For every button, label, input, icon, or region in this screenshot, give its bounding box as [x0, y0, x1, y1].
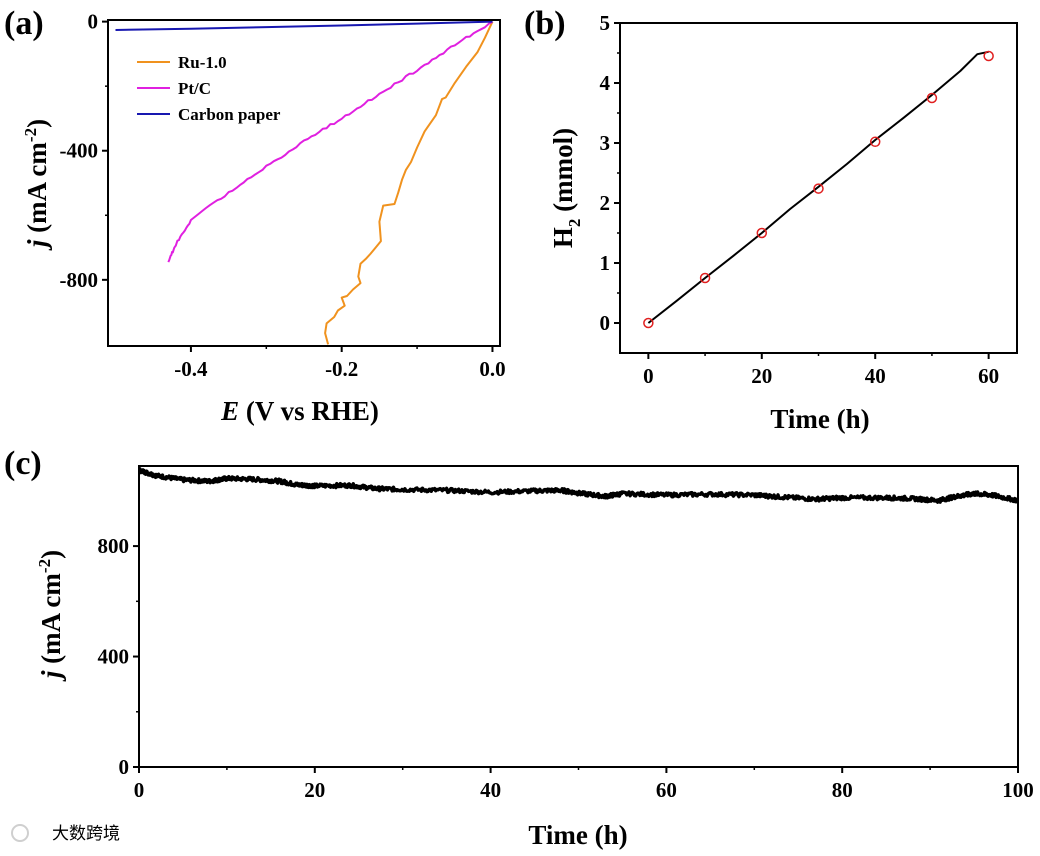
panel-b-point-theoretical	[699, 272, 711, 284]
panel-c: (c) 0 20 40 60 80 100 0 400 800 Time (h) j (mA …	[4, 445, 1034, 850]
panel-a-plot-area	[115, 20, 494, 345]
panel-b-point-theoretical	[926, 92, 938, 104]
panel-a-x-axis-title-symbol: E	[220, 396, 239, 426]
panel-c-y-axis-title-symbol: j	[36, 670, 66, 682]
panel-b-y-axis-title-sub: 2	[565, 219, 584, 228]
panel-a-x-tick-label: -0.2	[325, 357, 358, 381]
panel-c-x-tick-label: 0	[134, 778, 145, 802]
panel-b-x-tick-label: 40	[865, 364, 886, 388]
panel-a: (a) -0.4 -0.2 0.0 0 -400 -800 E (V vs RHE) j…	[4, 5, 506, 426]
panel-b-point-theoretical	[813, 183, 824, 194]
panel-c-y-axis-title-unit: (mA cm	[36, 573, 66, 671]
panel-b-y-tick-label: 2	[600, 191, 611, 215]
panel-a-y-axis-title-close: )	[22, 119, 52, 128]
panel-c-y-axis-title-exp: -2	[35, 559, 54, 573]
panel-b-y-tick-label: 5	[600, 11, 611, 35]
panel-c-x-tick-label: 100	[1002, 778, 1034, 802]
panel-b-y-axis-title-rest: (mmol)	[548, 128, 578, 219]
panel-b-series-measured	[647, 50, 989, 324]
panel-c-x-tick-label: 60	[656, 778, 677, 802]
panel-a-series-carbon-paper	[115, 20, 493, 31]
panel-b-x-axis-title: Time (h)	[770, 404, 869, 434]
panel-b-point-theoretical	[643, 317, 654, 329]
panel-c-series-stability	[139, 467, 1018, 504]
panel-a-y-tick-label: -400	[60, 139, 99, 163]
panel-b-point-theoretical	[756, 227, 768, 239]
panel-c-y-tick-label: 800	[98, 534, 130, 558]
panel-b-y-ticks: 0 1 2 3 4 5	[600, 11, 620, 335]
panel-c-y-tick-label: 400	[98, 645, 130, 669]
panel-c-x-tick-label: 40	[480, 778, 501, 802]
panel-a-x-ticks: -0.4 -0.2 0.0	[174, 346, 506, 381]
panel-b-x-tick-label: 20	[751, 364, 772, 388]
panel-b-label: (b)	[524, 5, 566, 42]
panel-a-y-axis-title-exp: -2	[21, 128, 40, 142]
panel-a-y-tick-label: -800	[60, 268, 99, 292]
panel-b-y-tick-label: 0	[600, 311, 611, 335]
panel-b-y-tick-label: 4	[600, 71, 611, 95]
panel-c-y-axis-title: j (mA cm-2)	[35, 550, 66, 682]
legend-label-carbon: Carbon paper	[178, 105, 281, 124]
panel-c-x-axis-title: Time (h)	[528, 820, 627, 850]
panel-a-x-tick-label: -0.4	[174, 357, 208, 381]
panel-b-x-tick-label: 60	[978, 364, 999, 388]
panel-a-x-axis-title-text: (V vs RHE)	[239, 396, 379, 426]
panel-c-frame	[138, 465, 1019, 768]
panel-a-y-axis-title: j (mA cm-2)	[21, 119, 52, 251]
panel-a-legend: Ru-1.0 Pt/C Carbon paper	[137, 53, 281, 124]
panel-b-y-tick-label: 1	[600, 251, 611, 275]
panel-b-x-ticks: 0 20 40 60	[643, 353, 999, 388]
panel-b-point-theoretical	[869, 136, 881, 148]
panel-a-frame	[107, 19, 501, 347]
panel-a-y-tick-label: 0	[88, 10, 99, 34]
panel-b-y-axis-title: H2 (mmol)	[548, 128, 584, 248]
watermark: 大数跨境	[11, 824, 120, 843]
legend-label-ru: Ru-1.0	[178, 53, 227, 72]
panel-c-y-tick-label: 0	[119, 755, 130, 779]
legend-label-ptc: Pt/C	[178, 79, 211, 98]
panel-c-x-tick-label: 80	[832, 778, 853, 802]
panel-b-x-tick-label: 0	[643, 364, 654, 388]
panel-a-series-ru-1-0	[324, 21, 494, 345]
panel-a-y-axis-title-symbol: j	[22, 239, 52, 251]
panel-c-y-axis-title-close: )	[36, 550, 66, 559]
panel-c-x-ticks: 0 20 40 60 80 100	[134, 767, 1034, 802]
panel-c-x-tick-label: 20	[304, 778, 325, 802]
panel-b-y-tick-label: 3	[600, 131, 611, 155]
panel-c-y-ticks: 0 400 800	[98, 534, 139, 779]
panel-a-x-axis-title: E (V vs RHE)	[220, 396, 379, 426]
watermark-logo-icon	[11, 824, 29, 842]
panel-c-label: (c)	[4, 445, 42, 482]
panel-a-y-axis-title-unit: (mA cm	[22, 142, 52, 240]
panel-a-y-ticks: 0 -400 -800	[60, 10, 108, 292]
panel-b-point-theoretical	[983, 50, 994, 62]
panel-a-x-tick-label: 0.0	[479, 357, 505, 381]
panel-a-series-pt-c	[167, 20, 494, 263]
panel-b-y-axis-title-main: H	[548, 227, 578, 248]
panel-a-label: (a)	[4, 5, 44, 42]
panel-b-plot-area	[643, 50, 994, 329]
watermark-text: 大数跨境	[52, 824, 120, 843]
panel-c-plot-area	[139, 467, 1018, 504]
